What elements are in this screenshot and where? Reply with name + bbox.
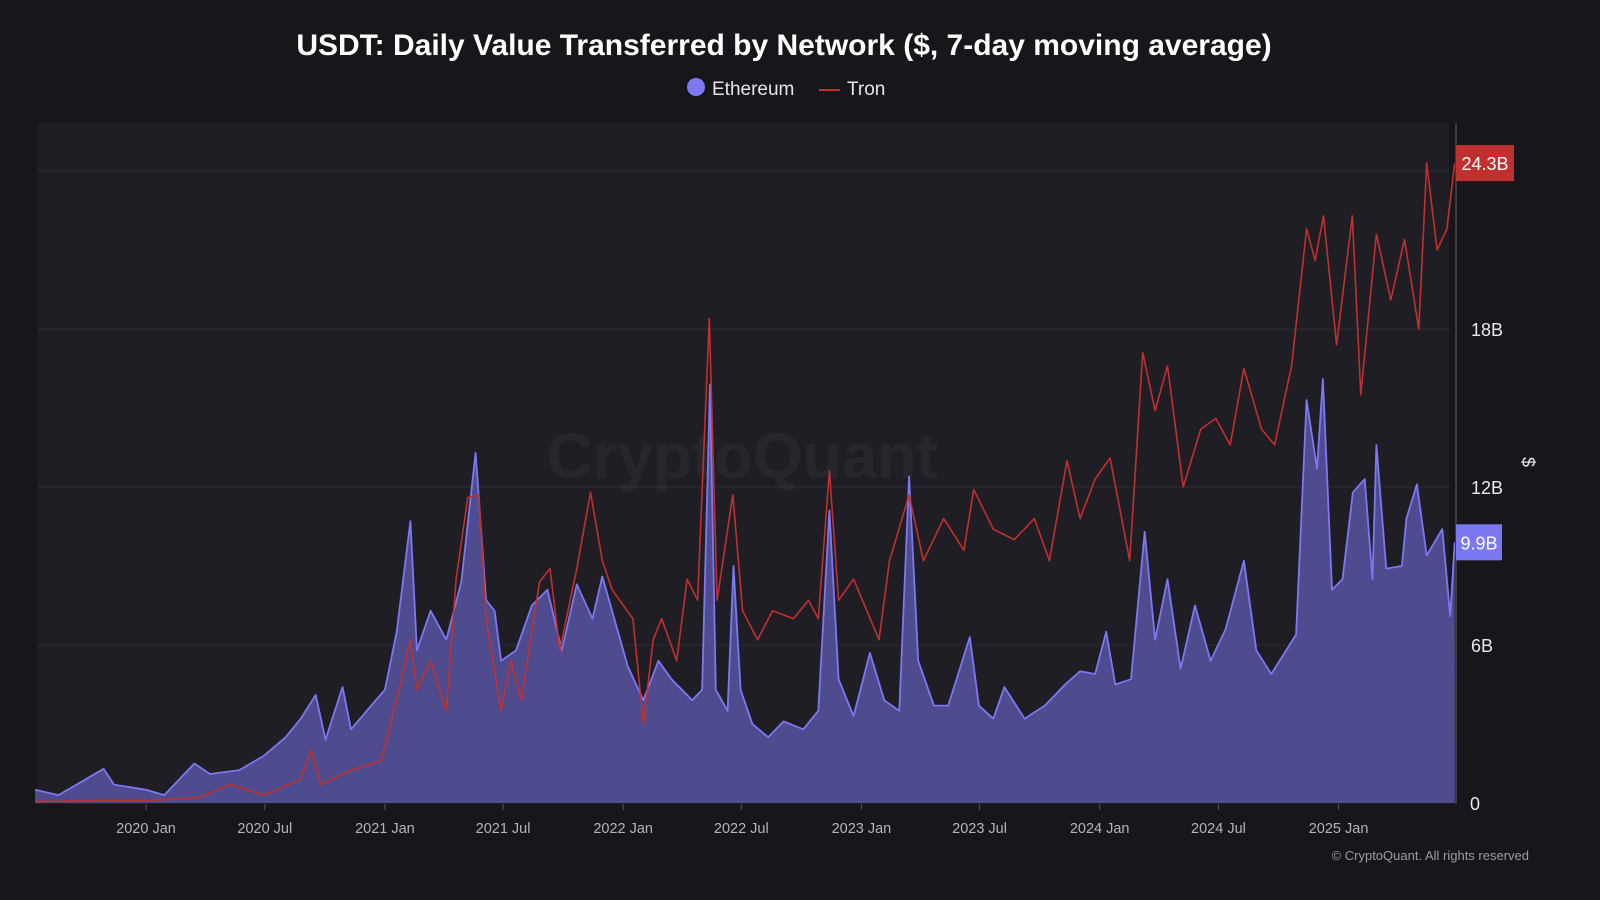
legend-item-tron[interactable]: Tron [819,79,885,100]
x-tick-label: 2020 Jan [116,821,176,837]
gridlines [37,170,1449,646]
legend: Ethereum Tron [687,78,885,100]
y-tick-label: 18B [1471,320,1503,340]
ethereum-last-value: 9.9B [1460,533,1497,553]
y-axis-label: $ [1518,457,1538,467]
x-tick-label: 2022 Jan [593,821,653,837]
tron-line [34,162,1456,803]
legend-ethereum-marker [687,78,705,96]
x-tick-label: 2023 Jan [832,821,892,837]
x-tick-label: 2020 Jul [237,821,292,837]
x-tick-label: 2023 Jul [952,821,1007,837]
last-value-badges: 9.9B 24.3B [1456,145,1514,561]
copyright: © CryptoQuant. All rights reserved [1332,848,1529,863]
x-tick-label: 2024 Jul [1191,821,1246,837]
tron-last-value: 24.3B [1461,154,1508,174]
legend-ethereum-label: Ethereum [712,79,794,100]
ethereum-last-value-badge: 9.9B [1456,524,1502,561]
ethereum-area [35,379,1455,803]
y-tick-label: 0 [1470,794,1480,814]
x-axis: 2020 Jan 2020 Jul 2021 Jan 2021 Jul 2022 Jan… [116,804,1368,837]
x-tick-label: 2025 Jan [1309,821,1369,837]
y-tick-label: 12B [1471,478,1503,498]
x-tick-label: 2021 Jan [355,821,415,837]
chart-title: USDT: Daily Value Transferred by Network… [296,29,1271,62]
y-tick-label: 6B [1471,636,1493,656]
watermark: CryptoQuant [546,420,937,492]
legend-item-ethereum[interactable]: Ethereum [687,78,794,100]
tron-last-value-badge: 24.3B [1456,145,1514,182]
x-tick-label: 2022 Jul [714,821,769,837]
series-layer [34,162,1456,803]
ethereum-line [34,378,1456,796]
x-tick-label: 2021 Jul [476,821,531,837]
y-axis: 0 6B 12B 18B [1470,320,1503,814]
x-tick-label: 2024 Jan [1070,821,1130,837]
legend-tron-label: Tron [847,79,885,100]
